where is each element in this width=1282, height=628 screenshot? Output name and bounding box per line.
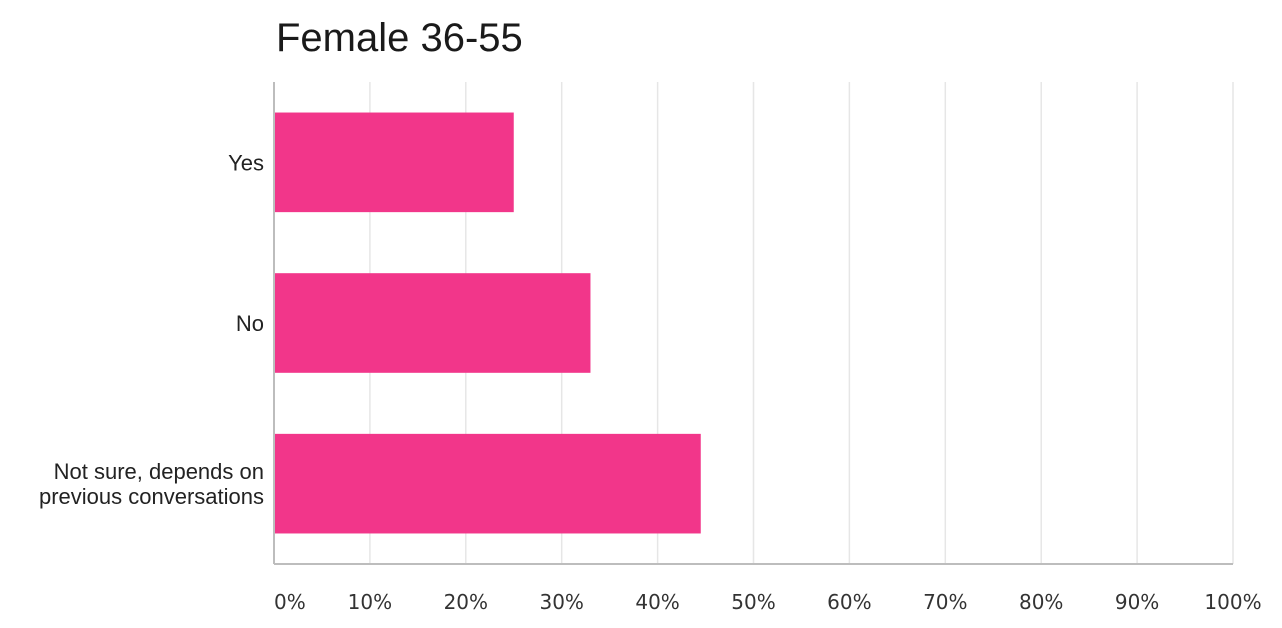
x-tick-label: 60%: [827, 590, 871, 614]
category-label: previous conversations: [39, 484, 264, 509]
bar: [274, 433, 701, 534]
x-tick-label: 80%: [1019, 590, 1063, 614]
bars: [274, 112, 701, 534]
x-tick-label: 50%: [731, 590, 775, 614]
x-tick-label: 40%: [635, 590, 679, 614]
x-tick-label: 70%: [923, 590, 967, 614]
x-tick-label: 100%: [1204, 590, 1261, 614]
category-label: Not sure, depends on: [54, 459, 264, 484]
category-label: No: [236, 311, 264, 336]
chart-title: Female 36-55: [276, 16, 523, 60]
bar: [274, 273, 591, 373]
axes: [273, 82, 1233, 565]
x-tick-label: 90%: [1115, 590, 1159, 614]
x-tick-labels: 0% 10% 20% 30% 40% 50% 60% 70% 80% 90% 100%: [274, 590, 1262, 614]
x-tick-label: 10%: [348, 590, 392, 614]
x-tick-label: 30%: [539, 590, 583, 614]
bar: [274, 112, 514, 213]
x-tick-label: 20%: [444, 590, 488, 614]
x-tick-label: 0%: [274, 590, 306, 614]
category-label: Yes: [228, 150, 264, 175]
